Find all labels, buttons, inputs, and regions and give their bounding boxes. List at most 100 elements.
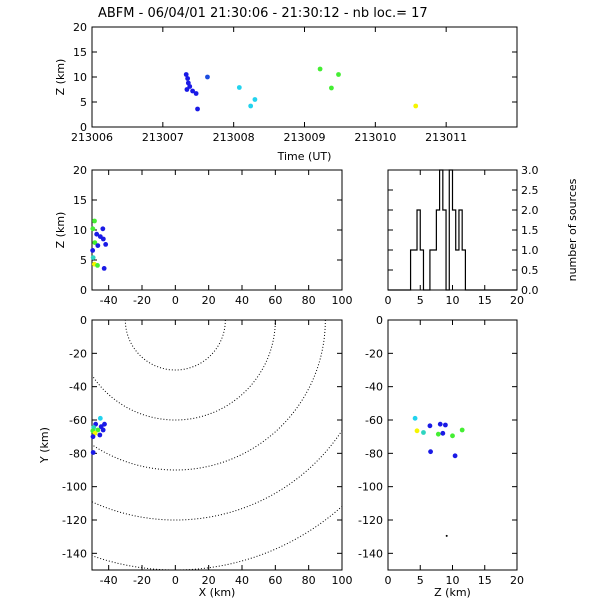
y-tick-label: 2.5 bbox=[521, 184, 539, 197]
y-tick-label: 0 bbox=[80, 284, 87, 297]
x-axis-label: X (km) bbox=[199, 586, 236, 599]
y-tick-label: -40 bbox=[69, 381, 87, 394]
y-tick-label: 0.0 bbox=[521, 284, 539, 297]
y-tick-label: 1.5 bbox=[521, 224, 539, 237]
data-point bbox=[95, 243, 101, 249]
y-tick-label: 10 bbox=[73, 71, 87, 84]
time-z-panel: 213006 213007 213008 213009 213010 213011 0 5 10… bbox=[54, 21, 518, 163]
data-point bbox=[90, 450, 96, 455]
x-tick-label: 60 bbox=[268, 574, 282, 587]
y-tick-label: 1.0 bbox=[521, 244, 539, 257]
data-point bbox=[459, 427, 465, 433]
data-point bbox=[94, 231, 100, 237]
x-axis-label: Z (km) bbox=[434, 586, 471, 599]
data-point bbox=[413, 103, 419, 109]
data-point bbox=[90, 226, 96, 232]
data-point bbox=[437, 421, 443, 427]
y-tick-label: -100 bbox=[358, 481, 383, 494]
x-tick-label: 213007 bbox=[142, 131, 184, 144]
x-tick-label: 0 bbox=[385, 294, 392, 307]
x-tick-label: -40 bbox=[100, 294, 118, 307]
range-ring bbox=[124, 320, 226, 371]
x-y-frame bbox=[91, 319, 343, 571]
x-tick-label: 40 bbox=[235, 294, 249, 307]
data-point bbox=[90, 434, 96, 440]
y-tick-label: 10 bbox=[73, 224, 87, 237]
data-point bbox=[336, 72, 341, 77]
x-tick-label: 15 bbox=[478, 574, 492, 587]
y-tick-label: -100 bbox=[62, 481, 87, 494]
y-tick-label: -80 bbox=[69, 447, 87, 460]
x-tick-label: 213011 bbox=[425, 131, 467, 144]
z-y-panel: 0 5 10 15 20 0 -20 -40 -60 -80 -100 -120 -140 Z (km) bbox=[358, 314, 524, 599]
histogram-bar bbox=[417, 210, 420, 290]
data-point bbox=[450, 433, 455, 439]
data-point bbox=[317, 66, 323, 72]
x-tick-label: 20 bbox=[202, 294, 216, 307]
data-point bbox=[101, 266, 107, 271]
x-axis-label: Time (UT) bbox=[277, 150, 332, 163]
range-ring bbox=[92, 320, 276, 421]
x-tick-label: 20 bbox=[510, 574, 524, 587]
data-point bbox=[190, 88, 195, 94]
y-axis-label: number of sources bbox=[566, 178, 579, 281]
x-tick-label: 100 bbox=[332, 574, 353, 587]
data-point bbox=[97, 415, 103, 421]
x-tick-label: 0 bbox=[172, 574, 179, 587]
histogram-bar bbox=[436, 210, 439, 290]
y-tick-label: 5 bbox=[80, 254, 87, 267]
y-axis-label: Y (km) bbox=[38, 427, 51, 464]
x-tick-label: 5 bbox=[417, 574, 424, 587]
x-z-panel: -40 -20 0 20 40 60 80 100 0 5 10 15 20 Z (km) bbox=[54, 164, 353, 307]
data-point bbox=[440, 430, 446, 436]
histogram-bar bbox=[411, 250, 417, 290]
data-point bbox=[90, 255, 96, 260]
x-tick-label: 60 bbox=[268, 294, 282, 307]
x-y-panel: -40 -20 0 20 40 60 80 100 0 -20 -40 -60 -80 -100 -120 -… bbox=[38, 314, 353, 599]
data-point bbox=[445, 534, 448, 537]
y-tick-label: 20 bbox=[73, 164, 87, 177]
data-point bbox=[252, 97, 258, 102]
y-tick-label: 5 bbox=[80, 96, 87, 109]
data-point bbox=[414, 428, 420, 434]
data-point bbox=[100, 236, 106, 242]
data-point bbox=[412, 415, 418, 421]
x-tick-label: 0 bbox=[385, 574, 392, 587]
y-tick-label: 0 bbox=[80, 121, 87, 134]
data-point bbox=[452, 453, 458, 459]
data-point bbox=[92, 218, 97, 224]
y-tick-label: -20 bbox=[69, 347, 87, 360]
histogram-bar bbox=[453, 210, 456, 290]
data-point bbox=[184, 87, 190, 92]
data-point bbox=[90, 248, 96, 253]
y-tick-label: 20 bbox=[73, 21, 87, 34]
x-tick-label: 213009 bbox=[284, 131, 326, 144]
histogram-bar bbox=[433, 250, 436, 290]
figure-title: ABFM - 06/04/01 21:30:06 - 21:30:12 - nb… bbox=[98, 6, 428, 21]
data-point bbox=[100, 226, 106, 232]
data-point bbox=[195, 106, 200, 112]
x-z-frame bbox=[91, 169, 343, 291]
data-point bbox=[102, 421, 107, 427]
histogram-bar bbox=[449, 170, 452, 290]
data-point bbox=[421, 430, 426, 435]
x-tick-label: 213010 bbox=[354, 131, 396, 144]
data-point bbox=[183, 72, 189, 77]
y-tick-label: 0.5 bbox=[521, 264, 539, 277]
histogram-bar bbox=[430, 250, 433, 290]
y-tick-label: 0 bbox=[376, 314, 383, 327]
y-tick-label: -60 bbox=[69, 414, 87, 427]
x-tick-label: 40 bbox=[235, 574, 249, 587]
x-tick-label: 10 bbox=[446, 294, 460, 307]
y-tick-label: -80 bbox=[365, 447, 383, 460]
x-tick-label: 5 bbox=[417, 294, 424, 307]
y-tick-label: 3.0 bbox=[521, 164, 539, 177]
range-rings bbox=[92, 320, 342, 570]
data-point bbox=[435, 431, 441, 437]
y-tick-label: -40 bbox=[365, 381, 383, 394]
x-tick-label: 10 bbox=[446, 574, 460, 587]
data-point bbox=[248, 103, 254, 109]
data-point bbox=[97, 432, 103, 438]
y-tick-label: 2.0 bbox=[521, 204, 539, 217]
x-tick-label: 80 bbox=[302, 574, 316, 587]
